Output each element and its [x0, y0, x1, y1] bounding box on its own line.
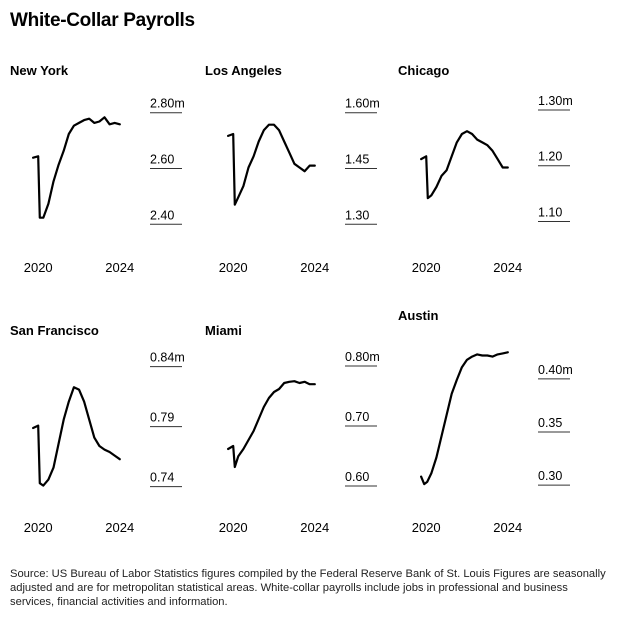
chart-panel-2: Chicago 1.10 1.20 1.30m 2020 2024 [398, 63, 573, 275]
y-tick-label: 0.84m [150, 351, 185, 365]
x-tick-label: 2020 [412, 260, 441, 275]
y-tick-label: 0.40m [538, 363, 573, 377]
y-tick-label: 1.30m [538, 94, 573, 108]
y-tick-label: 0.79 [150, 411, 174, 425]
chart-title: New York [10, 63, 69, 78]
chart-title: Miami [205, 323, 242, 338]
x-tick-label: 2024 [105, 520, 134, 535]
y-tick-label: 1.10 [538, 205, 562, 219]
x-tick-label: 2020 [24, 260, 53, 275]
y-tick-label: 2.60 [150, 153, 174, 167]
y-tick-label: 1.60m [345, 97, 380, 111]
chart-panel-1: Los Angeles 1.30 1.45 1.60m 2020 2024 [205, 63, 380, 275]
series-line [32, 116, 121, 219]
y-tick-label: 0.74 [150, 471, 174, 485]
x-tick-label: 2020 [219, 520, 248, 535]
y-tick-label: 0.30 [538, 469, 562, 483]
series-line [227, 380, 316, 469]
x-tick-label: 2024 [105, 260, 134, 275]
x-tick-label: 2020 [412, 520, 441, 535]
chart-title: Austin [398, 308, 439, 323]
chart-panel-0: New York 2.40 2.60 2.80m 2020 2024 [10, 63, 185, 275]
y-tick-label: 2.40 [150, 208, 174, 222]
series-line [227, 123, 316, 206]
y-tick-label: 0.80m [345, 350, 380, 364]
series-line [420, 351, 509, 486]
page-title: White-Collar Payrolls [10, 10, 195, 31]
source-note: Source: US Bureau of Labor Statistics fi… [10, 568, 606, 608]
y-tick-label: 1.30 [345, 208, 369, 222]
x-tick-label: 2024 [493, 520, 522, 535]
x-tick-label: 2020 [219, 260, 248, 275]
chart-panel-4: Miami 0.60 0.70 0.80m 2020 2024 [205, 323, 380, 535]
x-tick-label: 2024 [493, 260, 522, 275]
y-tick-label: 0.60 [345, 470, 369, 484]
x-tick-label: 2024 [300, 520, 329, 535]
y-tick-label: 1.45 [345, 153, 369, 167]
chart-title: Los Angeles [205, 63, 282, 78]
series-line [420, 130, 509, 200]
chart-panel-5: Austin 0.30 0.35 0.40m 2020 2024 [398, 308, 573, 535]
y-tick-label: 0.35 [538, 416, 562, 430]
chart-panel-3: San Francisco 0.74 0.79 0.84m 2020 2024 [10, 323, 185, 535]
chart-title: Chicago [398, 63, 449, 78]
series-line [32, 386, 121, 487]
y-tick-label: 0.70 [345, 410, 369, 424]
y-tick-label: 1.20 [538, 150, 562, 164]
chart-title: San Francisco [10, 323, 99, 338]
x-tick-label: 2020 [24, 520, 53, 535]
y-tick-label: 2.80m [150, 97, 185, 111]
x-tick-label: 2024 [300, 260, 329, 275]
